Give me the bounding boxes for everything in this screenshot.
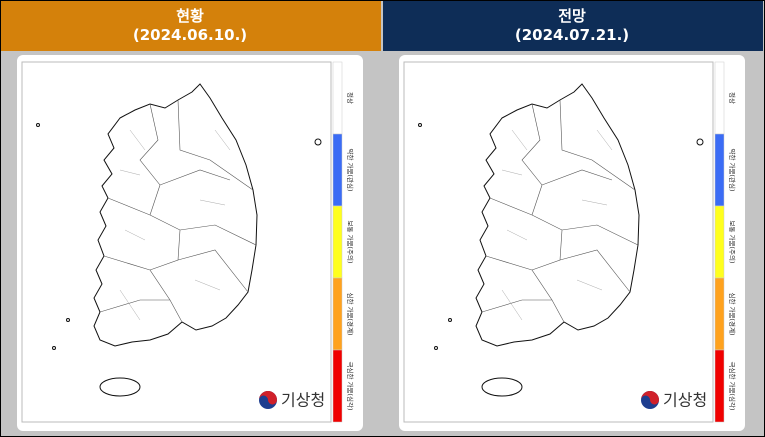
panel-date: (2024.07.21.) (515, 26, 629, 44)
panel-header (1, 1, 381, 51)
legend-label: 약한 가뭄(관심) (728, 148, 737, 191)
panel-title: 현황 (176, 7, 204, 25)
logo-text: 기상청 (663, 391, 707, 410)
legend-swatch (714, 133, 725, 207)
legend-swatch (332, 61, 343, 135)
legend-swatch (332, 349, 343, 423)
legend-swatch (714, 61, 725, 135)
legend-label: 정상 (346, 92, 355, 104)
panel-title: 전망 (558, 7, 586, 25)
legend-label: 보통 가뭄(주의) (346, 220, 355, 263)
legend-swatch (714, 277, 725, 351)
legend-label: 심한 가뭄(경계) (728, 292, 737, 335)
legend-label: 심한 가뭄(경계) (346, 292, 355, 335)
legend-swatch (714, 349, 725, 423)
panel-header (383, 1, 763, 51)
logo-text: 기상청 (281, 391, 325, 410)
panel-date: (2024.06.10.) (133, 26, 247, 44)
logo-mark (259, 391, 277, 405)
legend-label: 극심한 가뭄(심각) (346, 362, 355, 411)
legend-label: 약한 가뭄(관심) (346, 148, 355, 191)
legend-swatch (332, 277, 343, 351)
logo: 기상청 (259, 391, 325, 410)
legend-label: 극심한 가뭄(심각) (728, 362, 737, 411)
legend-swatch (714, 205, 725, 279)
logo-mark (641, 391, 659, 405)
legend-swatch (332, 133, 343, 207)
logo: 기상청 (641, 391, 707, 410)
legend-label: 보통 가뭄(주의) (728, 220, 737, 263)
legend-label: 정상 (728, 92, 737, 104)
legend-swatch (332, 205, 343, 279)
